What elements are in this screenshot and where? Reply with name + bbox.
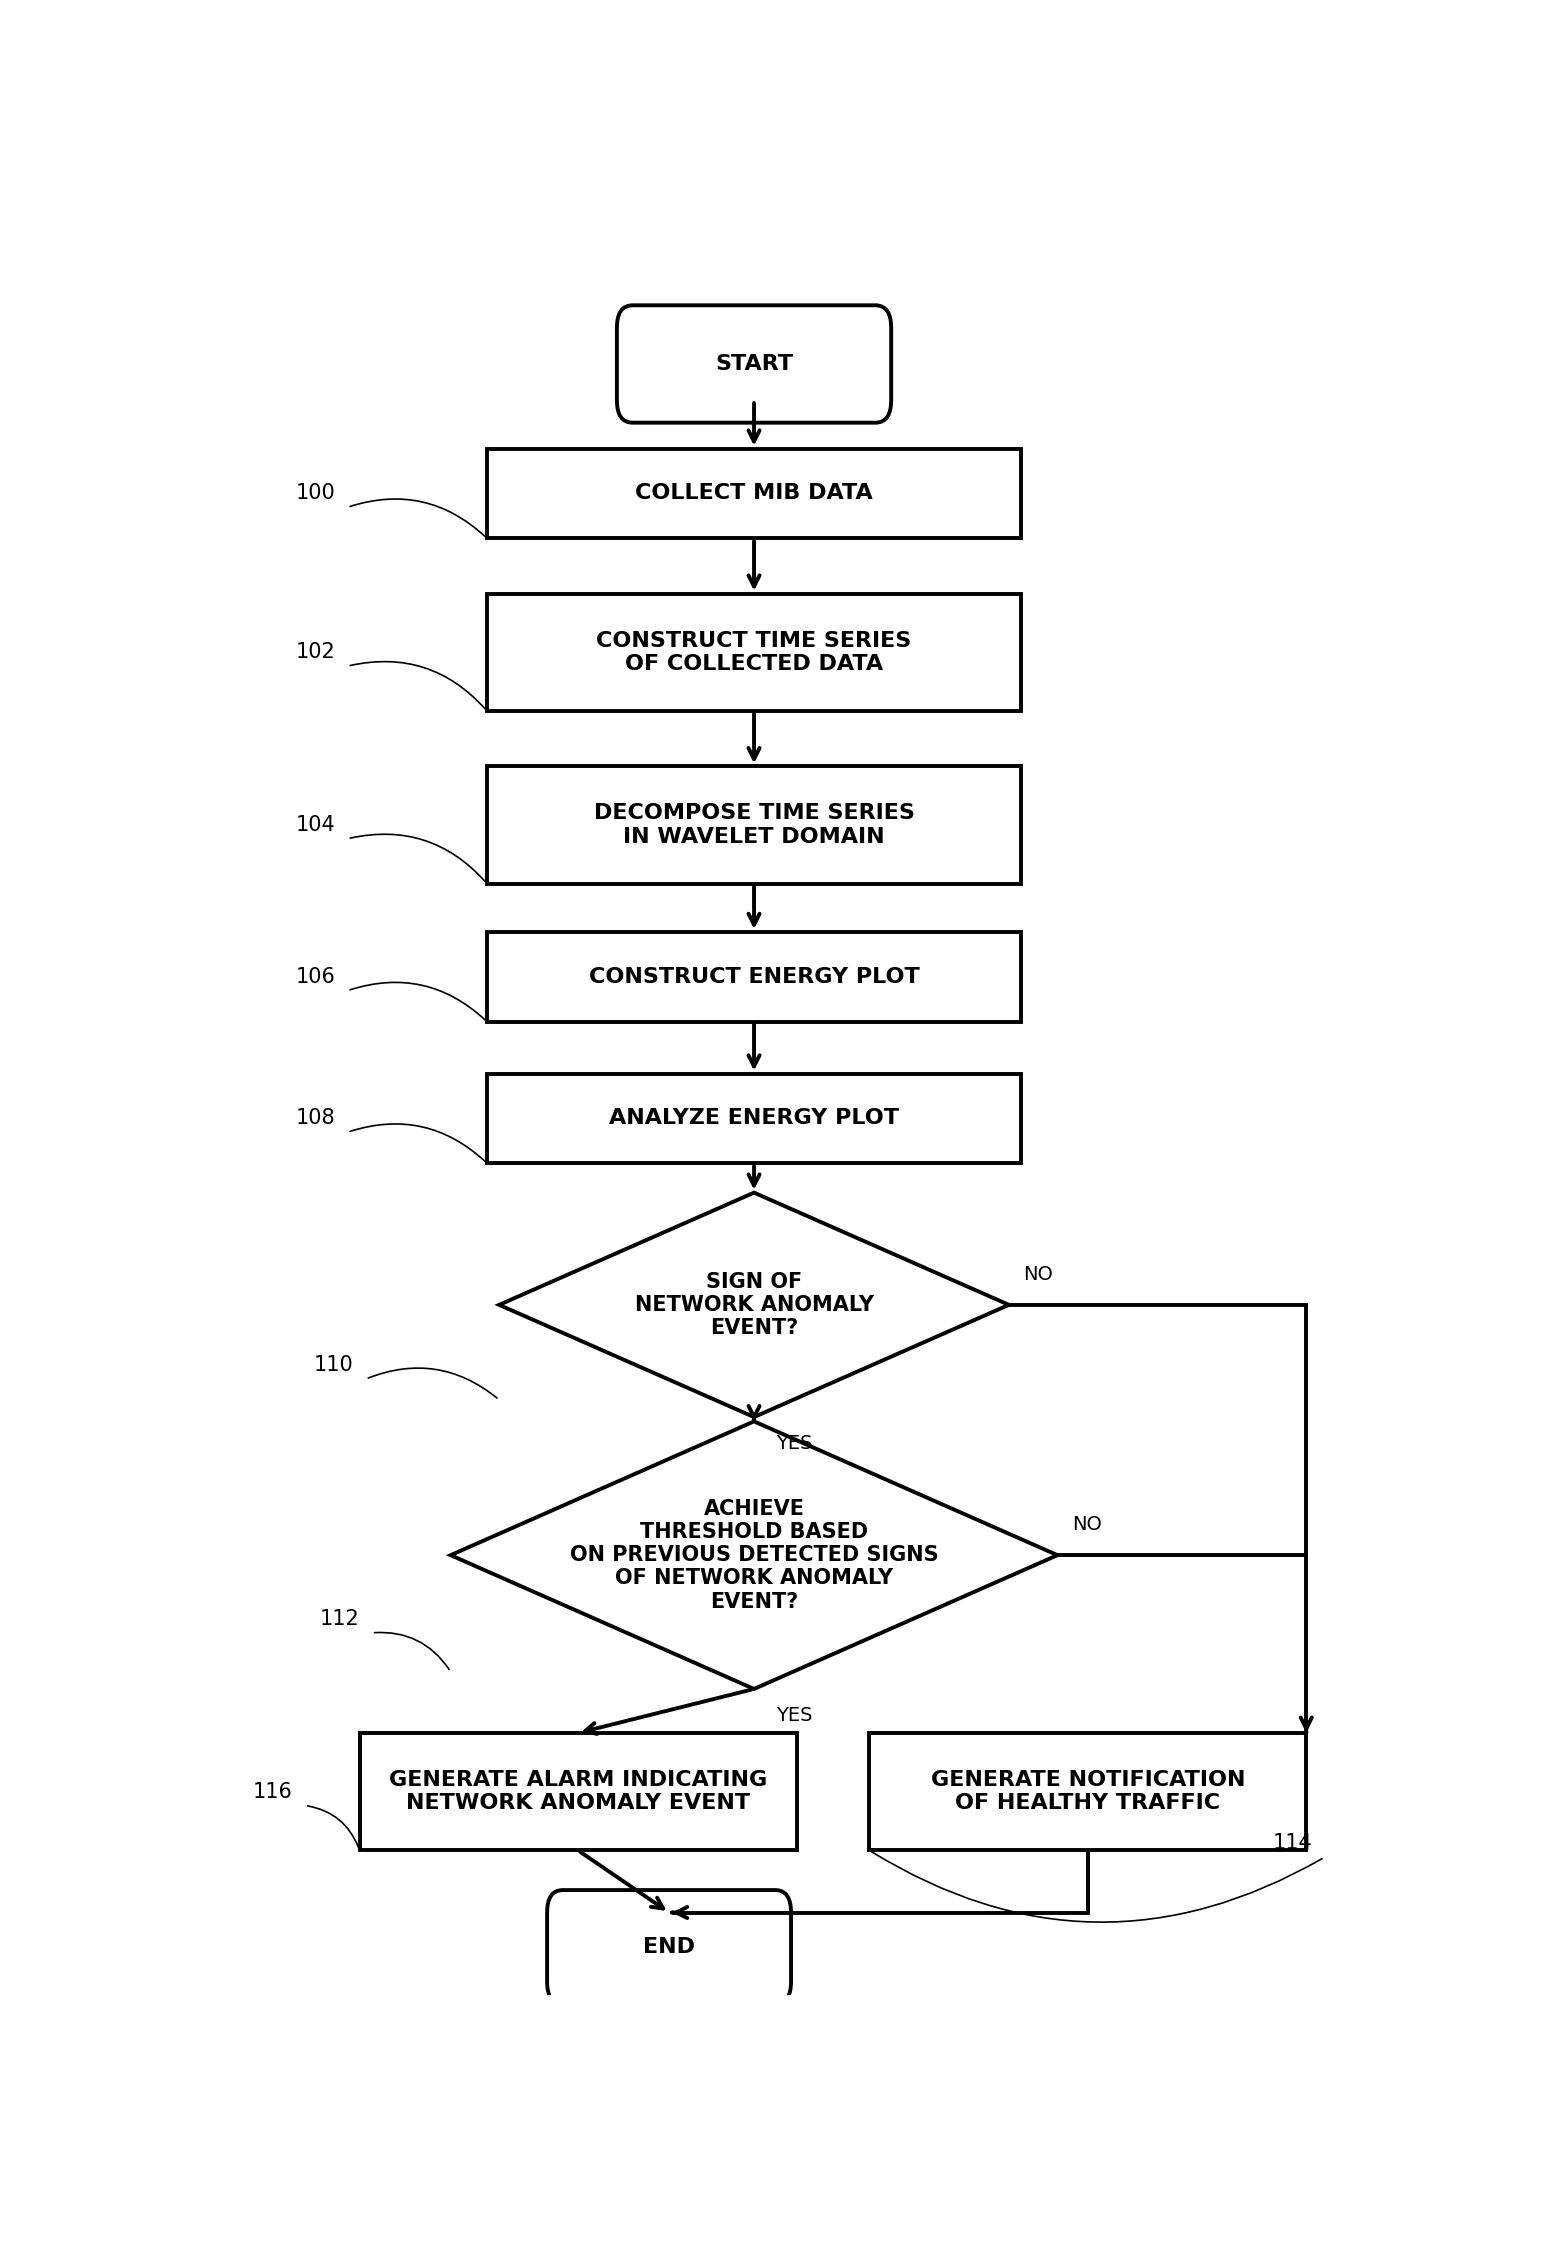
FancyBboxPatch shape (617, 305, 891, 424)
Text: 116: 116 (254, 1782, 293, 1803)
Text: 112: 112 (319, 1610, 360, 1630)
Text: DECOMPOSE TIME SERIES
IN WAVELET DOMAIN: DECOMPOSE TIME SERIES IN WAVELET DOMAIN (594, 803, 915, 847)
Text: 104: 104 (296, 814, 335, 834)
Text: YES: YES (775, 1706, 813, 1724)
Text: ACHIEVE
THRESHOLD BASED
ON PREVIOUS DETECTED SIGNS
OF NETWORK ANOMALY
EVENT?: ACHIEVE THRESHOLD BASED ON PREVIOUS DETE… (570, 1498, 938, 1612)
Text: YES: YES (775, 1435, 813, 1453)
Text: 108: 108 (296, 1108, 335, 1128)
FancyBboxPatch shape (547, 1890, 791, 2004)
Bar (869, 1733, 1306, 1850)
Text: GENERATE ALARM INDICATING
NETWORK ANOMALY EVENT: GENERATE ALARM INDICATING NETWORK ANOMAL… (388, 1771, 767, 1814)
Polygon shape (451, 1421, 1057, 1688)
Bar (360, 1733, 797, 1850)
Text: 110: 110 (313, 1354, 354, 1374)
Text: CONSTRUCT TIME SERIES
OF COLLECTED DATA: CONSTRUCT TIME SERIES OF COLLECTED DATA (597, 630, 911, 675)
Text: GENERATE NOTIFICATION
OF HEALTHY TRAFFIC: GENERATE NOTIFICATION OF HEALTHY TRAFFIC (930, 1771, 1245, 1814)
Bar (487, 933, 1021, 1022)
Polygon shape (500, 1193, 1009, 1417)
Bar (487, 594, 1021, 711)
Text: COLLECT MIB DATA: COLLECT MIB DATA (636, 484, 872, 504)
Text: 100: 100 (296, 484, 335, 504)
Text: 102: 102 (296, 641, 335, 661)
Text: START: START (716, 354, 792, 374)
Text: 114: 114 (1273, 1834, 1312, 1854)
Text: SIGN OF
NETWORK ANOMALY
EVENT?: SIGN OF NETWORK ANOMALY EVENT? (634, 1271, 874, 1338)
Text: NO: NO (1073, 1516, 1102, 1534)
Text: ANALYZE ENERGY PLOT: ANALYZE ENERGY PLOT (609, 1108, 899, 1128)
Bar (487, 767, 1021, 883)
Text: NO: NO (1024, 1264, 1054, 1285)
Text: CONSTRUCT ENERGY PLOT: CONSTRUCT ENERGY PLOT (589, 966, 919, 986)
Text: END: END (644, 1937, 695, 1957)
Bar (487, 1074, 1021, 1164)
Text: 106: 106 (296, 966, 335, 986)
Bar (487, 448, 1021, 538)
